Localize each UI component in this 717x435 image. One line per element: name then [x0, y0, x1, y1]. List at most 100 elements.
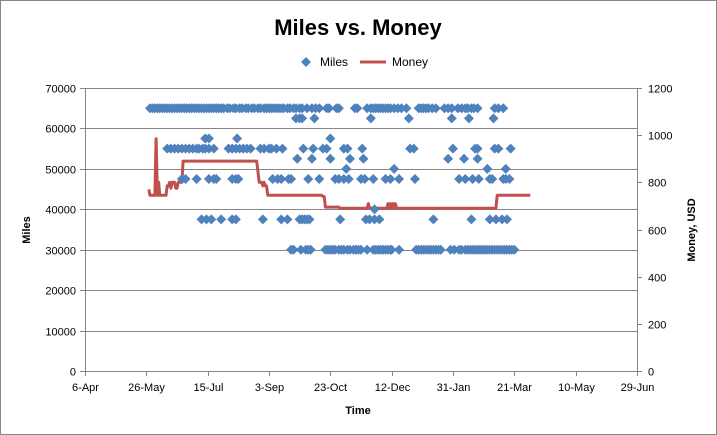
y-right-tick-label: 0	[648, 367, 654, 379]
miles-point	[362, 244, 373, 255]
y-left-tick-label: 20000	[45, 286, 76, 298]
miles-point	[482, 163, 493, 174]
miles-point	[359, 173, 370, 184]
miles-point	[386, 244, 397, 255]
money-series	[147, 137, 531, 210]
miles-point	[473, 173, 484, 184]
miles-point	[470, 143, 481, 154]
miles-point	[467, 173, 478, 184]
miles-point	[206, 214, 217, 225]
miles-point	[500, 163, 511, 174]
y-right-tick-label: 200	[648, 320, 666, 332]
y-right-tick-label: 800	[648, 178, 666, 190]
y-right-tick-label: 600	[648, 226, 666, 238]
miles-point	[282, 214, 293, 225]
miles-point	[211, 173, 222, 184]
miles-point	[463, 113, 474, 124]
miles-point	[305, 244, 316, 255]
gridlines	[85, 88, 637, 332]
miles-point	[352, 103, 363, 114]
legend: Miles Money	[301, 55, 428, 69]
miles-point	[232, 133, 243, 144]
miles-point	[487, 173, 498, 184]
y-left-tick-labels: 0 10000 20000 30000 40000 50000 60000 70000	[45, 84, 76, 379]
miles-point	[325, 153, 336, 164]
miles-point	[314, 173, 325, 184]
miles-point	[403, 113, 414, 124]
miles-point	[277, 143, 288, 154]
miles-point	[271, 143, 282, 154]
x-tick-label: 3-Sep	[255, 382, 284, 394]
miles-point	[448, 143, 458, 154]
miles-point	[344, 153, 355, 164]
x-tick-label: 23-Oct	[314, 382, 347, 394]
miles-point	[333, 103, 344, 114]
miles-point	[245, 143, 256, 154]
miles-point	[430, 103, 441, 114]
y-left-tick-label: 60000	[45, 124, 76, 136]
miles-point	[276, 173, 287, 184]
miles-point	[216, 214, 227, 225]
y-left-tick-label: 50000	[45, 165, 76, 177]
miles-point	[358, 153, 369, 164]
miles-point	[385, 173, 396, 184]
y-left-axis-title: Miles	[21, 216, 33, 244]
money-line	[147, 137, 531, 210]
miles-point	[286, 173, 297, 184]
miles-point	[466, 214, 477, 225]
legend-miles-label: Miles	[320, 55, 348, 69]
miles-point	[335, 214, 346, 225]
x-tick-labels: 6-Apr 26-May 15-Jul 3-Sep 23-Oct 12-Dec 31-Jan…	[72, 382, 654, 394]
miles-point	[230, 214, 241, 225]
x-tick-label: 6-Apr	[72, 382, 99, 394]
y-right-tick-labels: 0 200 400 600 800 1000 1200	[648, 84, 672, 379]
miles-point	[321, 143, 332, 154]
miles-point	[505, 143, 516, 154]
miles-point	[303, 173, 314, 184]
miles-point	[446, 113, 457, 124]
miles-point	[509, 244, 520, 255]
miles-point	[374, 214, 385, 225]
miles-point	[341, 163, 352, 174]
miles-point	[443, 153, 454, 164]
miles-point	[208, 143, 219, 154]
miles-point	[309, 113, 320, 124]
miles-point	[368, 173, 379, 184]
miles-series	[145, 103, 520, 255]
miles-point	[454, 173, 465, 184]
miles-point	[356, 244, 366, 255]
miles-point	[180, 173, 191, 184]
miles-point	[369, 204, 380, 215]
x-tick-label: 31-Jan	[437, 382, 471, 394]
miles-point	[394, 173, 405, 184]
x-tick-label: 26-May	[128, 382, 165, 394]
x-tick-label: 10-May	[558, 382, 595, 394]
miles-point	[298, 143, 309, 154]
legend-miles-marker	[301, 57, 311, 67]
x-tick-label: 12-Dec	[375, 382, 411, 394]
miles-point	[357, 143, 368, 154]
miles-point	[401, 103, 412, 114]
miles-point	[409, 173, 420, 184]
miles-point	[501, 214, 512, 225]
axes	[80, 88, 642, 376]
x-tick-label: 15-Jul	[194, 382, 224, 394]
y-right-tick-label: 1200	[648, 84, 672, 96]
y-right-tick-label: 400	[648, 273, 666, 285]
miles-point	[488, 113, 499, 124]
miles-point	[472, 153, 483, 164]
y-right-tick-label: 1000	[648, 131, 672, 143]
miles-point	[297, 113, 308, 124]
x-axis-title: Time	[345, 405, 370, 417]
y-left-tick-label: 40000	[45, 205, 76, 217]
miles-point	[233, 173, 244, 184]
miles-point	[324, 103, 335, 114]
miles-point	[191, 173, 202, 184]
miles-point	[203, 133, 214, 144]
miles-point	[288, 244, 299, 255]
miles-point	[472, 103, 483, 114]
miles-point	[459, 153, 470, 164]
miles-point	[428, 214, 439, 225]
miles-point	[343, 173, 354, 184]
